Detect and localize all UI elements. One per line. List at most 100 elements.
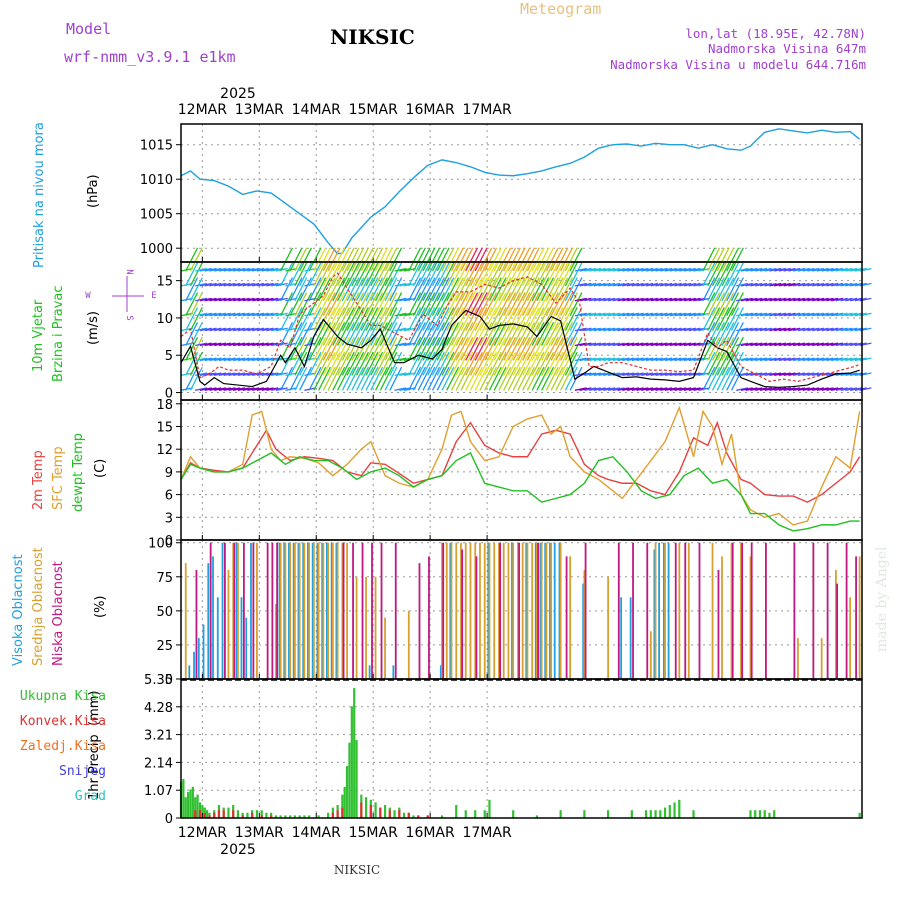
wind-barb bbox=[641, 372, 654, 377]
bar-precip-0 bbox=[303, 815, 306, 818]
wind-barb bbox=[683, 357, 696, 362]
wind-barb bbox=[764, 327, 777, 332]
wind-barb bbox=[498, 262, 512, 287]
wind-barb bbox=[484, 247, 498, 272]
wind-barb bbox=[802, 267, 815, 272]
bar-precip-0 bbox=[236, 810, 240, 818]
wind-barb bbox=[631, 342, 644, 347]
station-title: NIKSIC bbox=[330, 25, 415, 49]
bar-precip-0 bbox=[654, 810, 657, 818]
wind-barb bbox=[261, 327, 274, 332]
wind-barb bbox=[759, 267, 772, 272]
wind-barb bbox=[774, 312, 787, 317]
bar-clouds-1 bbox=[184, 563, 187, 679]
wind-barb bbox=[660, 297, 673, 302]
bar-clouds-0 bbox=[620, 597, 623, 679]
wind-barb bbox=[631, 267, 644, 272]
wind-barb bbox=[707, 366, 721, 391]
wind-barb bbox=[379, 351, 393, 376]
bar-clouds-2 bbox=[518, 542, 521, 679]
wind-barb bbox=[769, 327, 782, 332]
wind-barb bbox=[598, 372, 611, 377]
wind-barb bbox=[308, 292, 322, 317]
wind-barb bbox=[612, 312, 625, 317]
wind-barb bbox=[351, 336, 365, 361]
wind-barb bbox=[835, 357, 848, 362]
wind-barb bbox=[256, 357, 269, 362]
bar-clouds-0 bbox=[207, 563, 210, 679]
bar-clouds-1 bbox=[298, 542, 301, 679]
wind-barb bbox=[664, 312, 677, 317]
wind-barb bbox=[555, 277, 569, 302]
wind-barb bbox=[488, 307, 502, 331]
wind-barb bbox=[436, 277, 450, 302]
wind-barb bbox=[726, 307, 740, 331]
wind-barb bbox=[726, 336, 740, 361]
wind-barb bbox=[626, 282, 639, 287]
wind-barb bbox=[588, 267, 602, 272]
bar-precip-1 bbox=[407, 812, 410, 818]
bar-clouds-1 bbox=[517, 542, 519, 679]
wind-barb bbox=[835, 282, 848, 287]
t2m-title: 2m Temp bbox=[31, 450, 46, 510]
wind-barb bbox=[788, 387, 801, 391]
wind-barb bbox=[360, 336, 374, 361]
bar-precip-0 bbox=[440, 815, 444, 818]
ytick-label-temperature-5: 15 bbox=[156, 420, 173, 435]
bar-precip-0 bbox=[198, 802, 202, 818]
wind-barb bbox=[574, 297, 587, 302]
wind-barb bbox=[503, 292, 517, 317]
bar-clouds-0 bbox=[511, 542, 513, 679]
wind-barb bbox=[588, 282, 602, 287]
wind-barb bbox=[332, 307, 346, 331]
wind-barb bbox=[688, 387, 701, 391]
wind-barb bbox=[812, 297, 825, 302]
wind-barb bbox=[850, 327, 863, 332]
frame-wind bbox=[180, 261, 863, 401]
wind-barb bbox=[603, 357, 616, 362]
bar-clouds-0 bbox=[662, 542, 665, 679]
wind-barb bbox=[854, 342, 867, 347]
wind-barb bbox=[683, 282, 696, 287]
wind-barb bbox=[574, 342, 587, 347]
wind-barb bbox=[598, 327, 611, 332]
wind-barb bbox=[308, 366, 322, 391]
wind-barb bbox=[233, 297, 246, 302]
wind-barb bbox=[793, 282, 806, 287]
bar-clouds-1 bbox=[455, 542, 458, 679]
wind-barb bbox=[441, 307, 455, 331]
wind-barb bbox=[356, 262, 369, 287]
bar-clouds-1 bbox=[569, 556, 572, 679]
wind-barb bbox=[721, 366, 735, 391]
wind-barb bbox=[332, 322, 346, 346]
temp-unit: (C) bbox=[93, 459, 108, 478]
bar-clouds-0 bbox=[335, 542, 338, 679]
wind-barb bbox=[189, 262, 203, 287]
wind-barb bbox=[522, 277, 536, 302]
bar-precip-0 bbox=[189, 789, 192, 818]
wind-barb bbox=[674, 357, 687, 362]
wind-barb bbox=[266, 297, 279, 302]
bar-clouds-1 bbox=[341, 542, 344, 679]
bar-clouds-1 bbox=[232, 542, 235, 679]
wind-barb bbox=[569, 322, 583, 346]
wind-barb bbox=[242, 312, 255, 317]
wind-barb bbox=[645, 282, 658, 287]
wind-barb bbox=[674, 327, 687, 332]
bar-clouds-2 bbox=[271, 542, 274, 679]
wind-barb bbox=[266, 312, 279, 317]
wind-barb bbox=[446, 322, 460, 346]
wind-barb bbox=[422, 262, 436, 287]
wind-barb bbox=[436, 247, 450, 272]
bar-clouds-1 bbox=[293, 542, 296, 679]
wind-barb bbox=[189, 366, 203, 391]
bar-clouds-1 bbox=[526, 542, 529, 679]
bar-clouds-2 bbox=[646, 542, 649, 679]
wind-barb bbox=[446, 277, 460, 302]
wind-barb bbox=[512, 307, 526, 331]
wind-barb bbox=[261, 267, 274, 272]
wind-barb bbox=[417, 351, 431, 376]
ytick-label-precip-0: 0 bbox=[165, 812, 173, 827]
wind-barb bbox=[641, 267, 654, 272]
